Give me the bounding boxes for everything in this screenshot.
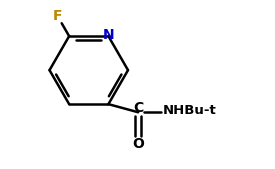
Text: F: F [53,9,62,23]
Text: C: C [134,101,144,115]
Text: NHBu-t: NHBu-t [163,104,216,117]
Text: N: N [103,28,114,42]
Text: O: O [132,137,144,151]
